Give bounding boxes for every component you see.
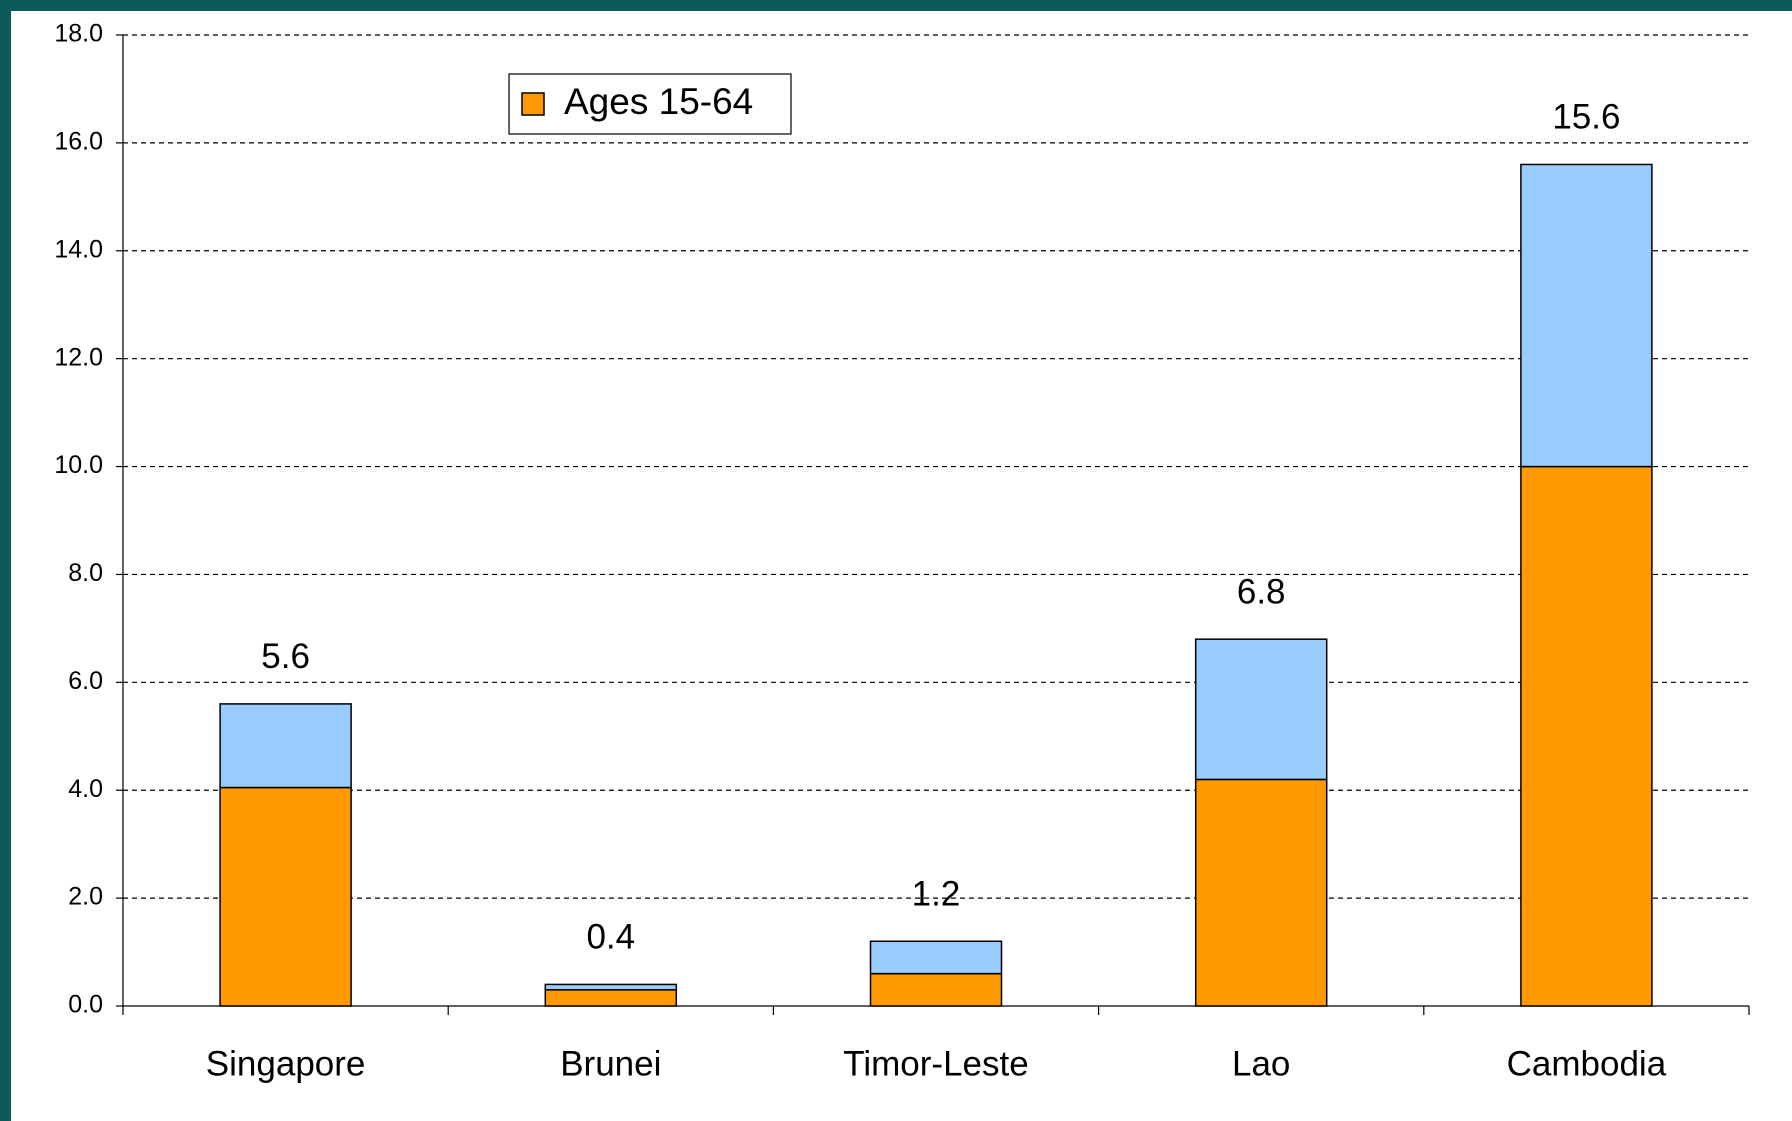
x-tick-label: Cambodia — [1507, 1044, 1667, 1083]
bar-segment — [219, 786, 352, 1007]
legend-swatch — [521, 92, 545, 116]
total-label: 15.6 — [1552, 98, 1620, 137]
x-tick-label: Singapore — [206, 1044, 366, 1083]
y-tick-label: 2.0 — [68, 883, 103, 911]
y-tick-label: 12.0 — [54, 343, 103, 371]
x-tick-label: Brunei — [560, 1044, 661, 1083]
y-tick-label: 14.0 — [54, 235, 103, 263]
total-label: 1.2 — [912, 875, 961, 914]
x-tick-label: Timor-Leste — [843, 1044, 1028, 1083]
bar-segment — [219, 703, 352, 789]
total-label: 6.8 — [1237, 572, 1286, 611]
total-label: 5.6 — [261, 637, 310, 676]
y-tick-label: 8.0 — [68, 559, 103, 587]
legend-label: Ages 15-64 — [564, 81, 753, 122]
bar-segment — [1520, 163, 1653, 468]
y-tick-label: 4.0 — [68, 775, 103, 803]
bar-segment — [1194, 778, 1328, 1007]
bar-segment — [869, 940, 1003, 975]
y-tick-label: 6.0 — [68, 667, 103, 695]
bar-segment — [1194, 638, 1328, 781]
y-tick-label: 16.0 — [54, 127, 103, 155]
total-label: 0.4 — [586, 918, 635, 957]
legend-box — [508, 73, 792, 135]
y-tick-label: 10.0 — [54, 451, 103, 479]
bar-segment — [544, 989, 678, 1007]
y-tick-label: 0.0 — [68, 991, 103, 1019]
bar-segment — [869, 972, 1003, 1007]
bar-segment — [1520, 465, 1653, 1007]
x-tick-label: Lao — [1232, 1044, 1290, 1083]
y-tick-label: 18.0 — [54, 20, 103, 48]
bar-segment — [544, 983, 678, 991]
